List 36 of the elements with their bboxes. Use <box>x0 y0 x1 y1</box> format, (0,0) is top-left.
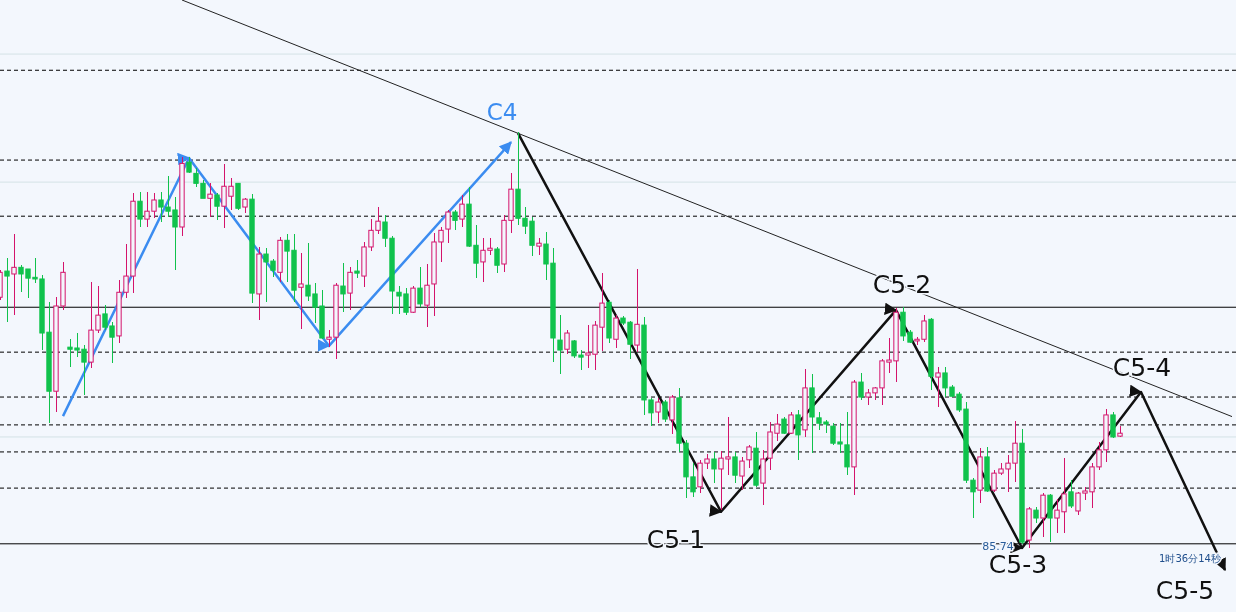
candlestick <box>1068 479 1074 509</box>
candlestick <box>732 451 738 484</box>
candlestick <box>746 444 752 469</box>
candlestick <box>739 456 745 491</box>
candlestick <box>459 194 465 228</box>
candlestick <box>4 257 10 323</box>
candlestick <box>634 268 640 353</box>
candlestick <box>214 192 220 222</box>
text: C5-3 <box>988 550 1048 579</box>
annotation: C5-4 <box>1112 353 1172 382</box>
candlestick <box>11 233 17 316</box>
candlestick <box>417 266 423 308</box>
candlestick <box>137 191 143 228</box>
candlestick <box>669 394 675 435</box>
candlestick <box>935 366 941 408</box>
candlestick <box>795 409 801 461</box>
candlestick <box>1110 411 1116 439</box>
candlestick <box>494 246 500 274</box>
candlestick <box>655 397 661 424</box>
candlestick <box>207 182 213 218</box>
candlestick <box>452 209 458 232</box>
candlestick <box>711 451 717 484</box>
candlestick <box>858 372 864 401</box>
candlestick <box>347 266 353 311</box>
candlestick <box>424 263 430 328</box>
text: C5-5 <box>1155 576 1215 605</box>
candlestick <box>1040 492 1046 538</box>
text: C4 <box>486 99 518 125</box>
candlestick <box>564 329 570 355</box>
candlestick <box>557 314 563 375</box>
candlestick <box>298 252 304 331</box>
candlestick <box>1047 493 1053 543</box>
candlestick <box>340 262 346 313</box>
candlestick <box>613 314 619 349</box>
candlestick <box>445 209 451 244</box>
candlestick <box>662 399 668 423</box>
